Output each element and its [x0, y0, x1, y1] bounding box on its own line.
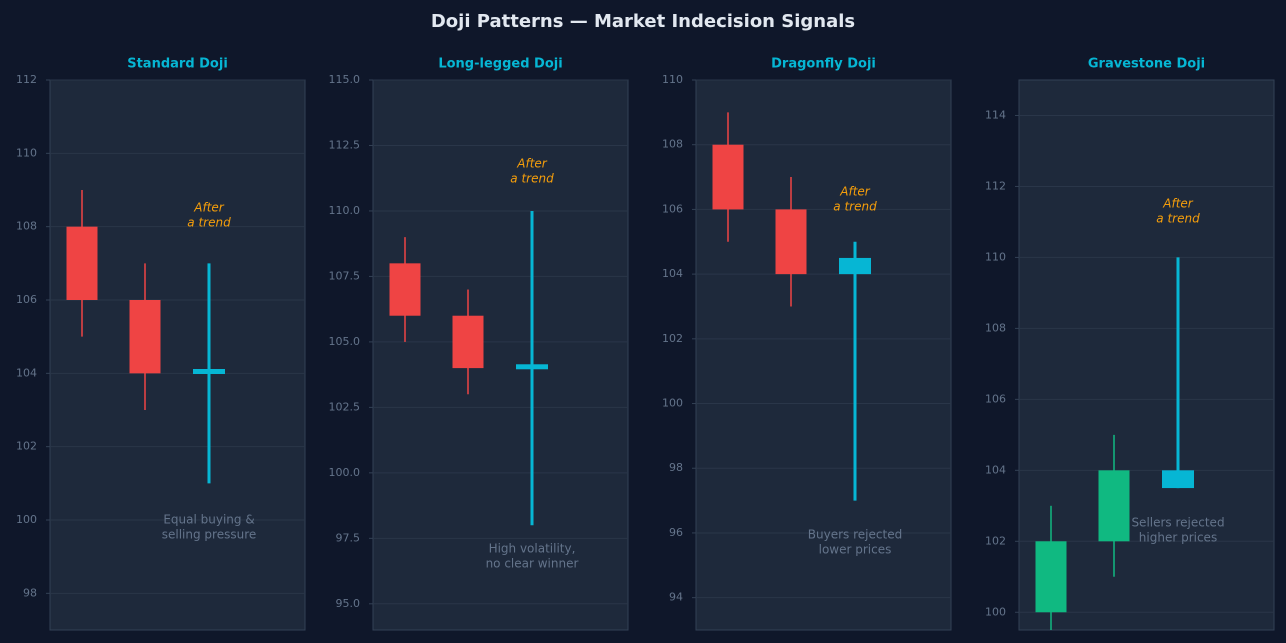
annotation: Buyers rejected — [808, 528, 902, 542]
y-tick-label: 115.0 — [329, 73, 361, 86]
candle-body — [389, 263, 421, 316]
y-tick-label: 108 — [16, 220, 37, 233]
candle-body — [839, 257, 871, 275]
y-tick-label: 108 — [662, 138, 683, 151]
y-tick-label: 96 — [669, 526, 683, 539]
y-tick-label: 102 — [662, 332, 683, 345]
annotation: no clear winner — [486, 557, 579, 571]
y-tick-label: 106 — [16, 293, 37, 306]
y-tick-label: 100 — [985, 605, 1006, 618]
annotation: High volatility, — [489, 542, 576, 556]
y-tick-label: 95.0 — [336, 597, 361, 610]
subplot-title: Long-legged Doji — [438, 57, 562, 72]
annotation: lower prices — [819, 543, 892, 557]
y-tick-label: 108 — [985, 321, 1006, 334]
y-tick-label: 106 — [985, 392, 1006, 405]
annotation: selling pressure — [162, 527, 257, 541]
y-tick-label: 100.0 — [329, 466, 361, 479]
y-tick-label: 110 — [662, 73, 683, 86]
candle-body — [1098, 470, 1130, 542]
subplot-title: Standard Doji — [127, 57, 228, 72]
annotation: a trend — [1156, 211, 1200, 225]
y-tick-label: 98 — [23, 586, 37, 599]
candle-body — [516, 364, 548, 370]
y-tick-label: 110.0 — [329, 204, 361, 217]
y-tick-label: 104 — [985, 463, 1006, 476]
annotation: a trend — [187, 216, 231, 230]
annotation: After — [193, 201, 225, 215]
y-tick-label: 102.5 — [329, 400, 361, 413]
y-tick-label: 112 — [985, 179, 1006, 192]
candle-body — [452, 315, 484, 369]
y-tick-label: 110 — [985, 250, 1006, 263]
annotation: a trend — [510, 172, 554, 186]
y-tick-label: 98 — [669, 461, 683, 474]
y-tick-label: 100 — [662, 397, 683, 410]
y-tick-label: 97.5 — [336, 531, 361, 544]
candle-body — [1035, 541, 1067, 613]
y-tick-label: 104 — [662, 267, 683, 280]
y-tick-label: 114 — [985, 108, 1006, 121]
y-tick-label: 105.0 — [329, 335, 361, 348]
annotation: Equal buying & — [163, 512, 254, 526]
y-tick-label: 106 — [662, 202, 683, 215]
y-tick-label: 94 — [669, 591, 683, 604]
y-tick-label: 112.5 — [329, 138, 361, 151]
annotation: After — [1162, 196, 1194, 210]
candle-body — [193, 369, 225, 374]
annotation: Sellers rejected — [1131, 516, 1224, 530]
y-tick-label: 102 — [16, 440, 37, 453]
candle-body — [129, 300, 161, 374]
y-tick-label: 104 — [16, 366, 37, 379]
candle-body — [66, 226, 98, 300]
annotation: After — [516, 157, 548, 171]
candle-body — [1162, 470, 1194, 489]
subplot-title: Dragonfly Doji — [771, 57, 876, 72]
y-tick-label: 112 — [16, 73, 37, 86]
figure-title: Doji Patterns — Market Indecision Signal… — [431, 11, 855, 32]
subplot-title: Gravestone Doji — [1088, 57, 1205, 72]
plot-area — [49, 79, 306, 631]
plot-area — [1018, 79, 1275, 631]
y-tick-label: 110 — [16, 146, 37, 159]
candle-body — [775, 209, 807, 275]
y-tick-label: 100 — [16, 513, 37, 526]
candle-body — [712, 144, 744, 210]
y-tick-label: 102 — [985, 534, 1006, 547]
annotation: After — [839, 185, 871, 199]
y-tick-label: 107.5 — [329, 269, 361, 282]
annotation: a trend — [833, 200, 877, 214]
annotation: higher prices — [1139, 531, 1217, 545]
